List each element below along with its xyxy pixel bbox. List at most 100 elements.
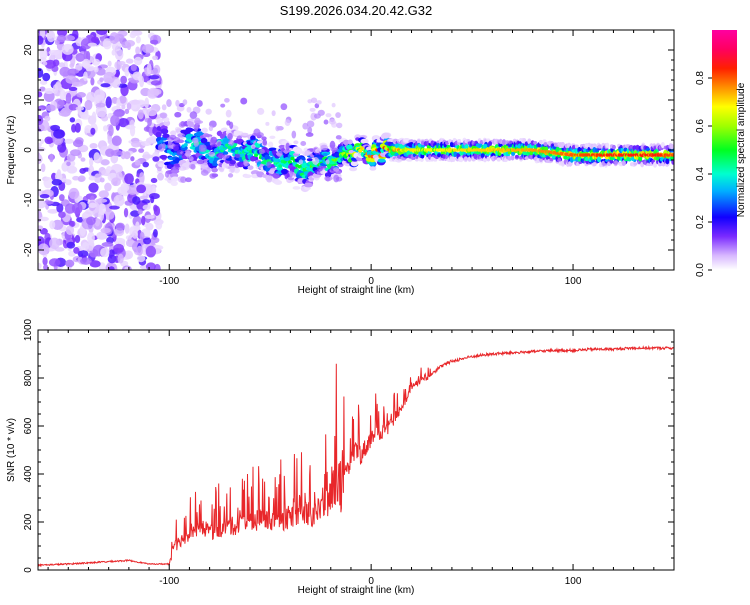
spectrogram-cell: [141, 215, 146, 226]
spectrogram-cell: [75, 52, 85, 62]
spectrogram-cell: [185, 127, 194, 133]
spectrogram-cell: [98, 203, 106, 216]
spectrogram-cell: [56, 203, 64, 213]
spectrogram-cell: [137, 208, 143, 215]
spectrogram-cell: [95, 102, 106, 108]
spectrogram-cell: [582, 148, 587, 153]
spectrogram-cell: [507, 155, 512, 161]
spectrogram-cell: [626, 157, 631, 162]
spectrogram-cell: [266, 161, 272, 169]
spectrogram-cell: [69, 62, 75, 69]
spectrogram-cell: [159, 154, 168, 160]
spectrogram-cell: [304, 149, 311, 157]
spectrogram-cell: [137, 109, 144, 120]
colorbar-gradient: [712, 30, 737, 270]
spectrogram-cell: [289, 170, 294, 178]
spectrogram-cell: [114, 48, 124, 61]
spectrogram-cell: [65, 259, 75, 268]
spectrogram-cell: [449, 156, 454, 163]
y-tick-label: 0: [23, 147, 34, 153]
spectrogram-cell: [86, 216, 96, 226]
spectrogram-cell: [312, 156, 320, 165]
spectrogram-cell: [653, 161, 658, 168]
spectrogram-cell: [124, 66, 130, 77]
spectrogram-cell: [201, 127, 208, 134]
spectrogram-cell: [200, 137, 208, 144]
spectrogram-cell: [117, 117, 130, 128]
spectrogram-cell: [293, 140, 299, 145]
spectrogram-cell: [42, 257, 48, 266]
spectrogram-cell: [150, 39, 159, 45]
spectrogram-cell: [147, 118, 152, 127]
spectrogram-cell: [296, 147, 303, 154]
spectrogram-cell: [174, 111, 182, 118]
spectrogram-cell: [483, 143, 488, 148]
spectrogram-cell: [124, 173, 134, 185]
spectrogram-cell: [135, 46, 141, 55]
spectrogram-cell: [543, 142, 548, 146]
spectrogram-cell: [100, 159, 110, 166]
spectrogram-cell: [161, 104, 167, 111]
spectrogram-cell: [81, 242, 89, 251]
spectrogram-cell: [126, 102, 132, 110]
spectrogram-cell: [335, 112, 341, 118]
spectrogram-cell: [262, 139, 268, 146]
colorbar-tick-label: 0.0: [695, 263, 706, 277]
spectrogram-cell: [176, 149, 185, 156]
spectrogram-cell: [38, 225, 44, 231]
spectrogram-cell: [66, 161, 71, 167]
spectrogram-cell: [574, 144, 579, 149]
spectrogram-cell: [135, 221, 140, 232]
spectrogram-cell: [51, 179, 63, 186]
spectrogram-cell: [221, 154, 230, 159]
spectrogram-cell: [577, 146, 582, 152]
spectrogram-cell: [144, 97, 149, 109]
spectrogram-cell: [346, 144, 353, 151]
spectrogram-cell: [61, 43, 74, 55]
spectrogram-cell: [77, 250, 89, 258]
spectrogram-cell: [132, 71, 142, 81]
spectrogram-cell: [59, 66, 71, 77]
spectrogram-cell: [224, 97, 230, 103]
spectrogram-cell: [96, 231, 108, 240]
spectrogram-cell: [250, 135, 256, 141]
spectrogram-cell: [39, 194, 50, 199]
spectrogram-cell: [102, 125, 108, 132]
spectrogram-cell: [190, 163, 196, 170]
spectrogram-cell: [99, 77, 104, 83]
spectrogram-cell: [665, 158, 670, 165]
spectrogram-cell: [59, 194, 65, 202]
spectrogram-cell: [72, 81, 84, 87]
spectrogram-cell: [253, 128, 261, 137]
spectrogram-cell: [134, 159, 141, 166]
spectrogram-cell: [148, 75, 160, 80]
spectrogram-cell: [236, 135, 243, 140]
spectrogram-cell: [306, 120, 315, 128]
spectrogram-cell: [49, 153, 54, 163]
spectrogram-cell: [172, 144, 179, 152]
x-tick-label: 0: [368, 276, 374, 287]
spectrogram-cell: [170, 176, 180, 182]
spectrogram-cell: [125, 124, 136, 130]
spectrogram-cell: [198, 144, 204, 152]
spectrogram-cell: [227, 173, 234, 178]
spectrogram-cell: [228, 139, 235, 146]
spectrogram-cell: [38, 67, 44, 78]
spectrogram-cell: [611, 144, 616, 150]
spectrogram-cell: [108, 266, 115, 270]
spectrogram-cell: [264, 154, 270, 161]
spectrogram-cell: [57, 30, 68, 37]
spectrogram-cell: [42, 61, 48, 66]
spectrogram-cell: [143, 237, 152, 245]
spectrogram-cell: [93, 66, 99, 73]
spectrogram-cell: [38, 153, 43, 165]
spectrogram-cell: [171, 169, 180, 174]
spectrogram-cell: [347, 139, 353, 145]
spectrogram-cell: [113, 243, 125, 253]
spectrogram-cell: [417, 157, 422, 162]
spectrogram-cell: [227, 132, 233, 141]
spectrogram-xlabel: Height of straight line (km): [298, 285, 415, 296]
spectrogram-cell: [229, 121, 234, 129]
